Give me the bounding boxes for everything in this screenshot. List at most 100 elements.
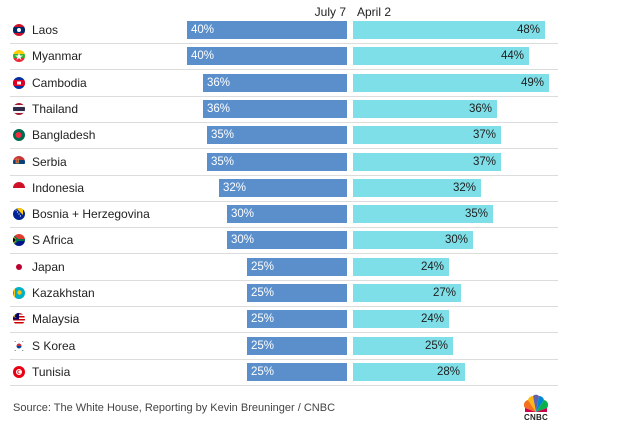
cnbc-logo-text: CNBC [524, 413, 548, 422]
bar-july-7 [247, 284, 347, 302]
bar-july-7 [203, 73, 347, 92]
value-label-april-2: 35% [465, 208, 489, 221]
value-label-july-7: 36% [207, 76, 231, 89]
row-divider [10, 200, 558, 202]
category-label: S Africa [32, 233, 74, 248]
category-label: Cambodia [32, 75, 87, 90]
cambodia-flag-icon [13, 76, 25, 89]
row-divider [10, 69, 558, 71]
bangladesh-flag-icon [13, 129, 25, 142]
bar-july-7 [247, 362, 347, 381]
bar-april-2 [353, 284, 461, 302]
header-july-7: July 7 [314, 5, 346, 19]
bar-april-2 [353, 336, 453, 355]
chart-row: Thailand 36% 36% [0, 97, 560, 123]
row-divider [10, 148, 558, 150]
value-label-april-2: 25% [425, 339, 449, 352]
chart-row: Myanmar 40% 44% [0, 44, 560, 71]
value-label-april-2: 37% [473, 129, 497, 142]
bar-april-2 [353, 73, 549, 92]
header-april-2: April 2 [357, 5, 392, 19]
chart-row: Bosnia + Herzegovina 30% 35% [0, 202, 560, 229]
chart-row: Japan 25% 24% [0, 255, 560, 281]
category-label: Tunisia [32, 364, 71, 379]
value-label-july-7: 25% [251, 260, 275, 273]
chart-row: Malaysia 25% 24% [0, 307, 560, 334]
row-divider [10, 306, 558, 307]
bar-july-7 [247, 257, 347, 276]
malaysia-flag-icon [13, 313, 25, 326]
tunisia-flag-icon [13, 365, 25, 378]
bar-april-2 [353, 231, 473, 250]
category-label: Serbia [32, 154, 67, 169]
value-label-july-7: 32% [223, 181, 247, 194]
bar-april-2 [353, 257, 449, 276]
value-label-july-7: 25% [251, 287, 275, 299]
bar-april-2 [353, 152, 501, 171]
row-divider [10, 95, 558, 97]
value-label-april-2: 27% [433, 287, 457, 299]
bar-april-2 [353, 310, 449, 329]
bar-april-2 [353, 205, 493, 224]
value-label-july-7: 35% [211, 155, 235, 168]
myanmar-flag-icon [13, 50, 25, 63]
value-label-april-2: 36% [469, 102, 493, 115]
value-label-july-7: 40% [191, 24, 215, 36]
category-label: Myanmar [32, 49, 83, 64]
category-label: Kazakhstan [32, 286, 95, 300]
row-divider [10, 227, 558, 229]
value-label-july-7: 40% [191, 50, 215, 63]
chart-row: Indonesia 32% 32% [0, 176, 560, 202]
bar-april-2 [353, 47, 529, 66]
row-divider [10, 384, 558, 386]
value-label-april-2: 48% [517, 24, 541, 36]
value-label-july-7: 25% [251, 339, 275, 352]
bar-april-2 [353, 178, 481, 197]
category-label: Malaysia [32, 312, 80, 327]
chart-row: Bangladesh 35% 37% [0, 123, 560, 150]
value-label-april-2: 44% [501, 50, 525, 63]
value-label-july-7: 25% [251, 365, 275, 378]
indonesia-flag-icon [13, 181, 25, 194]
row-divider [10, 121, 558, 123]
row-divider [10, 279, 558, 281]
bar-april-2 [353, 99, 497, 118]
chart-row: Tunisia 25% 28% [0, 360, 560, 386]
bar-july-7 [247, 310, 347, 329]
laos-flag-icon [13, 24, 25, 36]
row-divider [10, 332, 558, 334]
category-label: S Korea [32, 338, 76, 353]
value-label-april-2: 32% [453, 181, 477, 194]
bar-july-7 [227, 231, 347, 250]
chart-row: Kazakhstan 25% 27% [0, 281, 560, 307]
value-label-july-7: 30% [231, 234, 255, 247]
chart-row: Cambodia 36% 49% [0, 71, 560, 97]
cnbc-peacock-icon [523, 394, 549, 412]
value-label-july-7: 30% [231, 208, 255, 221]
serbia-flag-icon [13, 155, 25, 168]
bar-july-7 [207, 126, 347, 145]
value-label-april-2: 30% [445, 234, 469, 247]
chart-row: Laos 40% 48% [0, 18, 560, 44]
bar-july-7 [247, 336, 347, 355]
category-label: Bosnia + Herzegovina [32, 207, 150, 222]
bar-april-2 [353, 362, 465, 381]
source-note: Source: The White House, Reporting by Ke… [13, 402, 336, 414]
row-divider [10, 253, 558, 255]
south-korea-flag-icon [13, 339, 25, 352]
bar-july-7 [203, 99, 347, 118]
row-divider [10, 358, 558, 360]
category-label: Thailand [32, 101, 79, 116]
thailand-flag-icon [13, 102, 25, 115]
bar-july-7 [219, 178, 347, 197]
category-label: Bangladesh [32, 128, 96, 143]
row-divider [10, 174, 558, 176]
chart-row: Serbia 35% 37% [0, 150, 560, 176]
value-label-july-7: 36% [207, 102, 231, 115]
cnbc-logo: CNBC [519, 394, 553, 424]
bar-july-7 [187, 21, 347, 39]
category-label: Indonesia [32, 180, 85, 195]
chart-row: S Africa 30% 30% [0, 228, 560, 255]
bar-july-7 [207, 152, 347, 171]
